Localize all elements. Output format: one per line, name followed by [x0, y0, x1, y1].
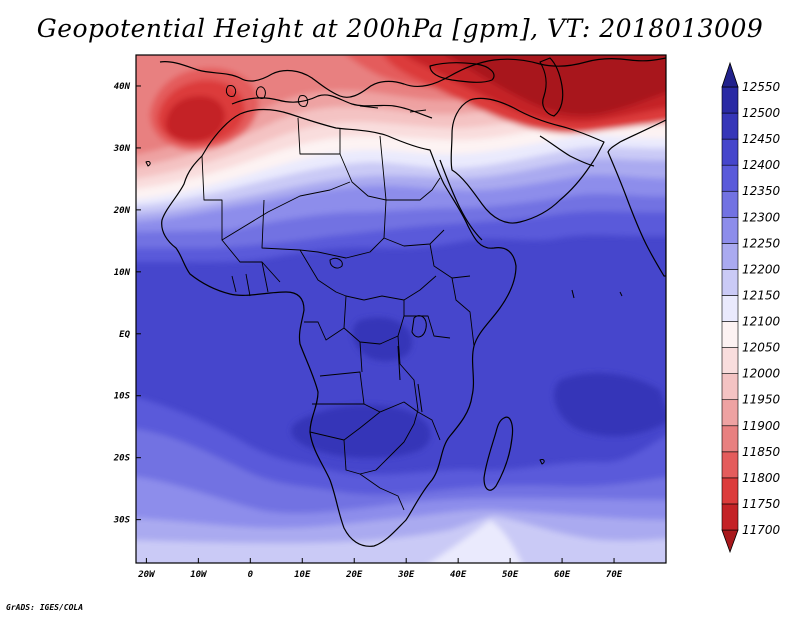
colorbar-swatch — [721, 425, 739, 453]
x-tick-label: 20E — [345, 570, 363, 580]
colorbar-swatch — [721, 112, 739, 140]
x-tick-label: 10W — [190, 570, 208, 580]
coastlines-and-borders — [145, 57, 666, 547]
colorbar-swatch — [721, 86, 739, 114]
x-tick-label: 0 — [248, 570, 254, 580]
black-sea-coast — [429, 62, 495, 83]
colorbar-label: 12000 — [742, 367, 781, 381]
colorbar-swatch — [721, 243, 739, 270]
field-blob-12500-c — [352, 317, 413, 362]
field-blob-12500-a — [291, 404, 431, 459]
europe-coastline — [159, 57, 666, 98]
colorbar-label: 12050 — [742, 341, 781, 355]
caspian-sea-coast — [539, 57, 564, 117]
y-tick-label: 40N — [114, 82, 131, 92]
colorbar-swatch — [721, 451, 739, 479]
colorbar-label: 12200 — [742, 262, 781, 276]
y-tick-label: 20S — [113, 454, 131, 464]
y-tick-label: 10S — [114, 392, 131, 402]
x-tick-label: 30E — [397, 570, 415, 580]
colorbar-label: 11900 — [742, 419, 781, 433]
x-tick-label: 50E — [502, 570, 519, 580]
colorbar-extend-low — [721, 529, 739, 554]
y-tick-label: EQ — [119, 330, 130, 340]
grads-credit: GrADS: IGES/COLA — [6, 603, 84, 612]
persian-gulf-coast — [539, 135, 595, 167]
colorbar-label: 12550 — [742, 80, 781, 94]
x-tick-label: 20W — [137, 570, 156, 580]
colorbar-label: 11700 — [742, 523, 781, 537]
colorbar-swatch — [721, 138, 739, 166]
colorbar-swatch — [721, 295, 739, 322]
colorbar-label: 12450 — [742, 132, 781, 146]
x-tick-label: 10E — [294, 570, 311, 580]
x-tick-label: 60E — [554, 570, 571, 580]
colorbar-label: 11800 — [742, 471, 781, 485]
y-tick-label: 30S — [113, 516, 131, 526]
islands — [145, 85, 623, 465]
colorbar-label: 12150 — [742, 288, 781, 302]
field-blob-12500-b — [554, 373, 666, 437]
colorbar-label: 12250 — [742, 236, 781, 250]
field-trough-11750 — [165, 96, 225, 142]
colorbar-label: 12400 — [742, 158, 781, 172]
africa-coastline — [161, 108, 517, 547]
colorbar-label: 12350 — [742, 184, 781, 198]
colorbar-swatch — [721, 269, 739, 296]
field-band-south-12200 — [136, 516, 666, 563]
colorbar-swatch — [721, 503, 739, 531]
colorbar-extend-high — [721, 61, 739, 88]
colorbar-swatch — [721, 347, 739, 374]
colorbar-label: 11850 — [742, 445, 781, 459]
red-sea-coast — [439, 159, 483, 241]
colorbar-swatch — [721, 477, 739, 505]
mediterranean-north-coast — [231, 94, 433, 119]
y-tick-label: 10N — [114, 268, 131, 278]
x-tick-label: 40E — [450, 570, 467, 580]
india-coastline — [607, 119, 666, 277]
field-band-south-12150 — [430, 520, 522, 563]
arabian-peninsula-coastline — [450, 97, 605, 224]
y-tick-label: 30N — [113, 144, 131, 154]
plot-frame — [135, 54, 667, 564]
colorbar: 11700 11750 11800 11850 11900 11950 12000 12050… — [721, 61, 781, 554]
colorbar-swatch — [721, 190, 739, 218]
great-lakes — [329, 257, 427, 413]
colorbar-swatch — [721, 399, 739, 427]
colorbar-label: 12100 — [742, 315, 781, 329]
geopotential-field — [136, 55, 666, 563]
colorbar-swatch — [721, 216, 739, 244]
colorbar-label: 12500 — [742, 106, 781, 120]
colorbar-swatch — [721, 164, 739, 192]
colorbar-swatch — [721, 321, 739, 348]
x-tick-label: 70E — [606, 570, 623, 580]
colorbar-label: 11950 — [742, 393, 781, 407]
colorbar-label: 11750 — [742, 497, 781, 511]
colorbar-swatch — [721, 373, 739, 401]
madagascar-coastline — [483, 416, 514, 491]
field-ridge-11700 — [446, 55, 666, 116]
colorbar-label: 12300 — [742, 210, 781, 224]
map-title: Geopotential Height at 200hPa [gpm], VT:… — [36, 14, 764, 43]
y-tick-label: 20N — [113, 206, 131, 216]
axis-ticks: 20W 10W 0 10E 20E 30E 40E 50E 60E 70E 40N 30N 20N 10N… — [113, 82, 623, 580]
